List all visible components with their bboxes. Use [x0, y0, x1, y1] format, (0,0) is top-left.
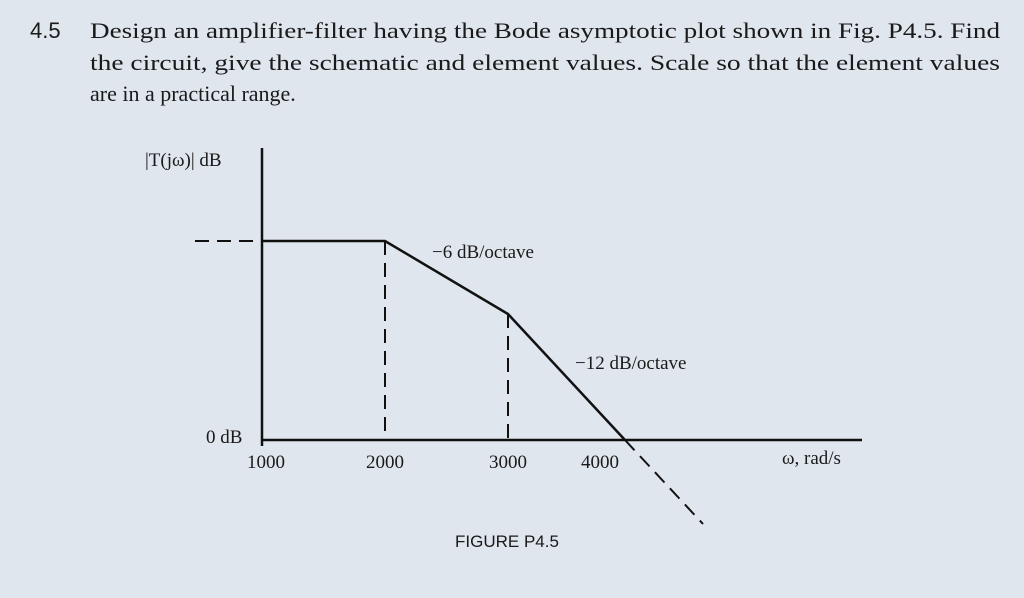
problem-text-line: the circuit, give the schematic and elem…: [90, 50, 1000, 75]
bode-asymptote: [262, 239, 626, 441]
bode-figure: |T(jω)| dB 0 dB 1000 2000 3000 4000 ω, r…: [145, 148, 862, 551]
x-axis-label: ω, rad/s: [782, 448, 841, 469]
x-tick-label: 4000: [581, 452, 619, 473]
x-tick-label: 2000: [366, 452, 404, 473]
problem-text-line: are in a practical range.: [90, 81, 296, 106]
figure-caption: FIGURE P4.5: [455, 532, 559, 551]
problem-number: 4.5: [30, 18, 61, 43]
x-tick-label: 1000: [247, 452, 285, 473]
y-axis-label: |T(jω)| dB: [145, 150, 222, 171]
problem-text-line: Design an amplifier-filter having the Bo…: [90, 18, 1000, 43]
slope-annotation: −6 dB/octave: [432, 242, 534, 263]
x-tick-label: 3000: [489, 452, 527, 473]
asymptote-extension: [624, 439, 704, 525]
zero-db-label: 0 dB: [206, 427, 242, 448]
slope-annotation: −12 dB/octave: [575, 353, 687, 374]
